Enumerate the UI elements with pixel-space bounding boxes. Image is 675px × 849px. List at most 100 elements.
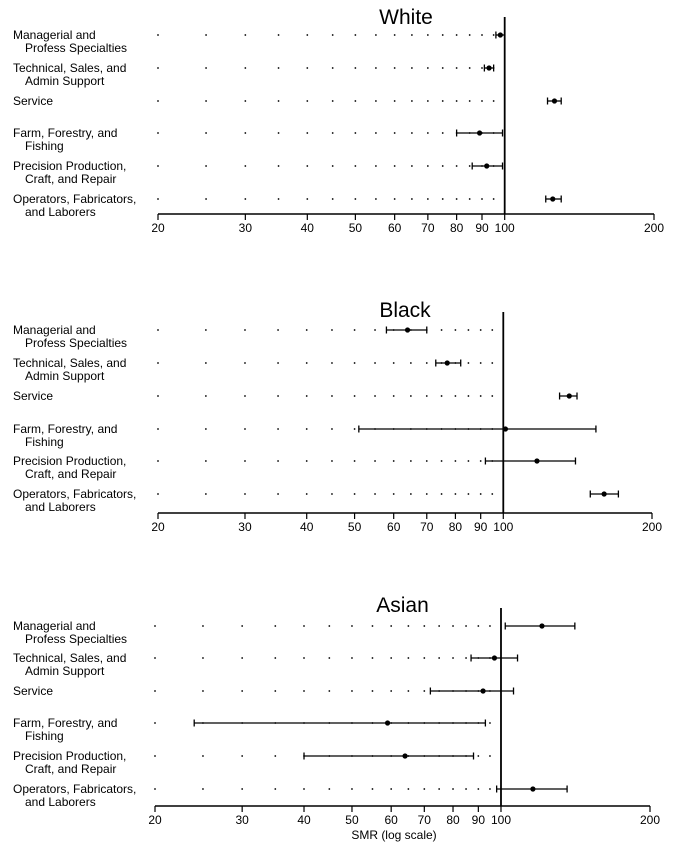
guide-dot	[331, 132, 334, 134]
smr-point	[476, 130, 483, 136]
guide-dot	[305, 493, 308, 495]
guide-dot	[157, 132, 159, 134]
category-label: Operators, Fabricators,	[13, 192, 136, 206]
guide-dot	[351, 690, 353, 692]
guide-dot	[423, 788, 426, 790]
category-label: Farm, Forestry, and	[13, 716, 117, 730]
category-label: Fishing	[25, 435, 64, 449]
x-tick-label: 50	[349, 221, 363, 235]
guide-dot	[423, 625, 426, 627]
guide-dot	[407, 690, 410, 692]
guide-dot	[455, 165, 458, 167]
guide-dot	[331, 395, 333, 397]
guide-dot	[277, 100, 280, 102]
category-label: Admin Support	[25, 664, 105, 678]
guide-dot	[328, 657, 331, 659]
guide-dot	[410, 165, 413, 167]
guide-dot	[157, 395, 159, 397]
guide-dot	[202, 690, 204, 692]
guide-dot	[241, 690, 244, 692]
category-label: Craft, and Repair	[25, 467, 116, 481]
guide-dot	[410, 100, 413, 102]
guide-dot	[331, 460, 333, 462]
guide-dot	[409, 395, 412, 397]
guide-dot	[277, 34, 280, 36]
guide-dot	[441, 132, 444, 134]
guide-dot	[390, 788, 393, 790]
guide-dot	[410, 34, 413, 36]
guide-dot	[423, 690, 426, 692]
guide-dot	[204, 460, 207, 462]
guide-dot	[441, 100, 444, 102]
guide-dot	[489, 755, 491, 757]
guide-dot	[241, 657, 244, 659]
guide-dot	[274, 788, 277, 790]
guide-dot	[425, 362, 428, 364]
guide-dot	[392, 362, 395, 364]
guide-dot	[331, 100, 334, 102]
guide-dot	[374, 362, 376, 364]
guide-dot	[274, 690, 277, 692]
guide-dot	[351, 625, 353, 627]
x-tick-label: 200	[642, 520, 662, 534]
guide-dot	[441, 165, 444, 167]
x-tick-label: 20	[151, 221, 165, 235]
guide-dot	[440, 460, 443, 462]
category-label: Craft, and Repair	[25, 172, 116, 186]
guide-dot	[407, 788, 410, 790]
guide-dot	[353, 460, 356, 462]
guide-dot	[331, 362, 333, 364]
guide-dot	[410, 198, 413, 200]
guide-dot	[157, 329, 159, 331]
category-label: Craft, and Repair	[25, 762, 116, 776]
x-tick-label: 100	[495, 221, 515, 235]
guide-dot	[468, 165, 471, 167]
x-tick-label: 30	[239, 221, 253, 235]
smr-point	[551, 98, 558, 104]
guide-dot	[244, 329, 246, 331]
guide-dot	[477, 625, 480, 627]
x-tick-label: 80	[449, 520, 463, 534]
guide-dot	[244, 100, 247, 102]
guide-dot	[353, 329, 356, 331]
guide-dot	[303, 625, 305, 627]
category-label: Technical, Sales, and	[13, 651, 126, 665]
smr-point	[550, 196, 556, 202]
guide-dot	[425, 395, 428, 397]
guide-dot	[205, 100, 207, 102]
guide-dot	[305, 460, 308, 462]
guide-dot	[328, 625, 331, 627]
guide-dot	[440, 329, 443, 331]
x-tick-label: 70	[421, 221, 435, 235]
guide-dot	[157, 100, 159, 102]
guide-dot	[423, 657, 426, 659]
guide-dot	[390, 657, 393, 659]
x-tick-label: 70	[420, 520, 434, 534]
guide-dot	[154, 755, 156, 757]
guide-dot	[305, 362, 308, 364]
guide-dot	[205, 34, 207, 36]
category-label: Precision Production,	[13, 454, 126, 468]
guide-dot	[393, 198, 396, 200]
guide-dot	[371, 625, 374, 627]
guide-dot	[277, 67, 280, 69]
guide-dot	[331, 198, 334, 200]
guide-dot	[425, 460, 428, 462]
smr-point	[534, 458, 540, 464]
guide-dot	[303, 690, 305, 692]
guide-dot	[393, 165, 396, 167]
smr-point	[484, 163, 490, 169]
category-label: Fishing	[25, 139, 64, 153]
smr-point	[486, 65, 492, 71]
guide-dot	[354, 67, 357, 69]
guide-dot	[454, 493, 457, 495]
guide-dot	[157, 34, 159, 36]
guide-dot	[375, 132, 377, 134]
guide-dot	[455, 34, 458, 36]
guide-dot	[393, 67, 396, 69]
x-tick-label: 90	[474, 520, 488, 534]
guide-dot	[479, 460, 482, 462]
guide-dot	[244, 362, 246, 364]
guide-dot	[274, 657, 277, 659]
